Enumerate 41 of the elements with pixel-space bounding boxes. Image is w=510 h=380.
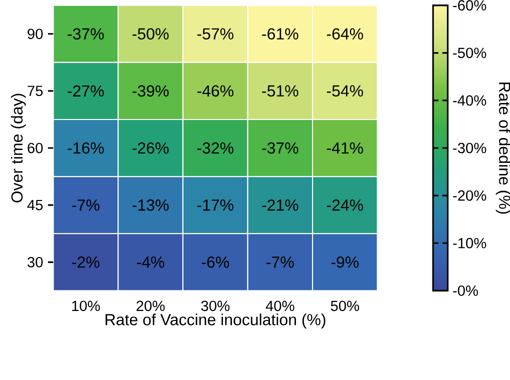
data-label: -27% bbox=[68, 85, 104, 97]
data-label: -4% bbox=[137, 256, 164, 268]
y-tick-label: 30 bbox=[28, 256, 43, 268]
color-bar-label: -50% bbox=[453, 48, 486, 58]
data-label: -21% bbox=[262, 199, 298, 211]
color-bar-label: -0% bbox=[453, 285, 478, 296]
data-label: -51% bbox=[262, 85, 298, 97]
x-tick-label: 10% bbox=[72, 300, 100, 312]
data-label: -7% bbox=[72, 199, 100, 211]
data-label: -54% bbox=[326, 85, 364, 97]
data-label: -57% bbox=[197, 28, 234, 40]
y-tick-label: 60 bbox=[28, 142, 43, 154]
data-label: -32% bbox=[197, 142, 234, 154]
data-label: -26% bbox=[132, 142, 169, 154]
data-label: -2% bbox=[72, 256, 100, 268]
x-tick-label: 40% bbox=[266, 300, 294, 312]
data-label: -46% bbox=[197, 85, 234, 97]
color-bar-label: -30% bbox=[453, 142, 486, 154]
data-label: -24% bbox=[326, 199, 364, 211]
x-tick-label: 50% bbox=[330, 300, 360, 312]
data-label: -6% bbox=[202, 256, 229, 268]
color-bar-label: -40% bbox=[453, 95, 486, 106]
color-bar-label: -60% bbox=[453, 0, 486, 11]
x-tick-label: 30% bbox=[201, 300, 230, 312]
data-label: -13% bbox=[132, 199, 169, 211]
y-axis-title: Over time (day) bbox=[10, 94, 26, 202]
data-label: -50% bbox=[132, 28, 169, 40]
y-tick-label: 90 bbox=[28, 28, 43, 40]
color-bar-label: -20% bbox=[453, 190, 486, 201]
data-label: -17% bbox=[197, 199, 234, 211]
y-tick-label: 75 bbox=[28, 86, 43, 96]
data-label: -61% bbox=[262, 28, 298, 40]
data-label: -37% bbox=[262, 142, 298, 154]
data-label: -9% bbox=[331, 256, 359, 268]
data-label: -37% bbox=[68, 28, 104, 40]
data-label: -64% bbox=[326, 28, 364, 40]
x-axis-title: Rate of Vaccine inoculation (%) bbox=[106, 314, 326, 328]
y-tick-label: 45 bbox=[27, 200, 43, 210]
color-bar-label: -10% bbox=[453, 238, 486, 248]
x-tick-label: 20% bbox=[136, 300, 165, 312]
data-label: -39% bbox=[132, 85, 169, 97]
